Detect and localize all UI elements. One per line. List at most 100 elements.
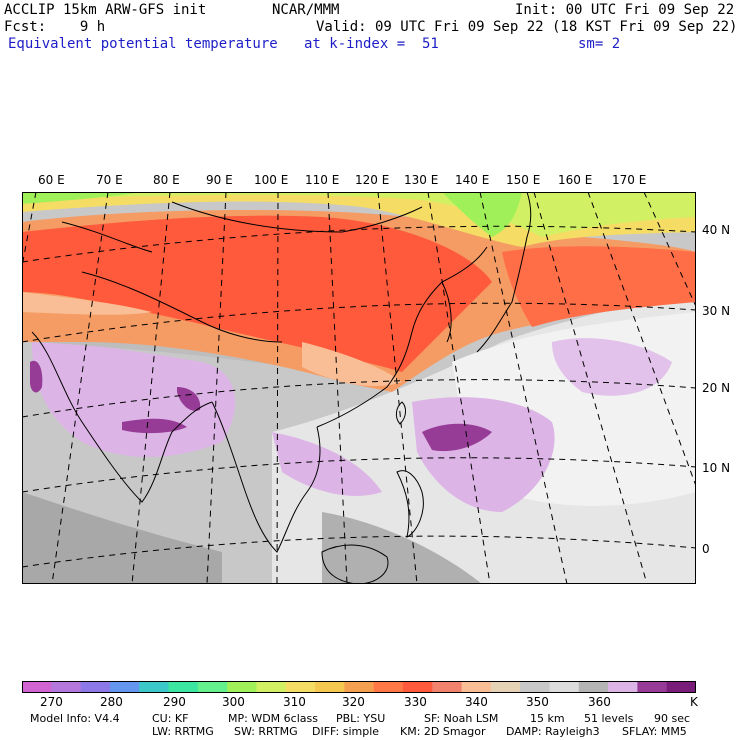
lon-label-80e: 80 E: [153, 173, 180, 187]
colorbar-label-330: 330: [404, 695, 427, 709]
field-name: Equivalent potential temperature: [8, 36, 278, 52]
colorbar-label-360: 360: [588, 695, 611, 709]
colorbar-label-320: 320: [342, 695, 365, 709]
lon-line-150e: [533, 192, 648, 584]
sw-scheme: SW: RRTMG: [234, 725, 298, 738]
lon-label-150e: 150 E: [506, 173, 541, 187]
coast-india: [31, 331, 213, 503]
colorbar: [22, 681, 696, 693]
organization-label: NCAR/MMM: [272, 2, 340, 18]
vertical-levels: 51 levels: [584, 712, 634, 725]
mp-scheme: MP: WDM 6class: [228, 712, 318, 725]
colorbar-swatch: [490, 681, 521, 693]
field-red: [22, 215, 492, 372]
diff-option: DIFF: simple: [312, 725, 380, 738]
colorbar-swatch: [109, 681, 140, 693]
colorbar-unit: K: [690, 695, 698, 709]
forecast-hour: Fcst: 9 h: [4, 19, 106, 35]
colorbar-swatch: [315, 681, 345, 693]
colorbar-swatch: [402, 681, 433, 693]
coast-indochina: [211, 401, 321, 553]
sf-scheme: SF: Noah LSM: [424, 712, 499, 725]
lon-label-110e: 110 E: [305, 173, 340, 187]
lon-line-140e: [479, 192, 568, 584]
lon-line-160e: [587, 192, 696, 488]
colorbar-swatch: [51, 681, 82, 693]
lon-label-130e: 130 E: [404, 173, 439, 187]
colorbar-swatch: [666, 681, 696, 693]
lon-label-140e: 140 E: [455, 173, 490, 187]
coastlines: [31, 192, 532, 584]
colorbar-label-290: 290: [163, 695, 186, 709]
colorbar-swatch: [373, 681, 404, 693]
field-peach: [302, 342, 402, 387]
field-purple-arabia: [30, 360, 43, 393]
lon-label-160e: 160 E: [558, 173, 593, 187]
lon-line-60e: [22, 192, 37, 269]
smoothing-label: sm= 2: [578, 36, 621, 52]
map-frame: [22, 192, 696, 584]
field-dark-patches-2: [322, 512, 482, 584]
colorbar-label-270: 270: [40, 695, 63, 709]
field-green: [22, 192, 696, 237]
colorbar-swatch: [256, 681, 287, 693]
lw-scheme: LW: RRTMG: [152, 725, 214, 738]
model-info: Model Info: V4.4: [30, 712, 120, 725]
colorbar-label-300: 300: [222, 695, 245, 709]
theta-e-map: [22, 192, 696, 584]
level-label: at k-index = 51: [304, 36, 439, 52]
colorbar-swatch: [139, 681, 170, 693]
lat-label-10n: 10 N: [702, 461, 731, 475]
colorbar-swatch: [549, 681, 580, 693]
sflay-option: SFLAY: MM5: [622, 725, 687, 738]
lon-line-170e: [643, 192, 696, 308]
colorbar-swatch: [578, 681, 609, 693]
colorbar-label-350: 350: [526, 695, 549, 709]
lon-label-120e: 120 E: [355, 173, 390, 187]
lat-label-20n: 20 N: [702, 381, 731, 395]
colorbar-swatch: [637, 681, 668, 693]
km-option: KM: 2D Smagor: [400, 725, 486, 738]
coast-borneo: [321, 544, 389, 584]
colorbar-swatch: [520, 681, 550, 693]
init-time: Init: 00 UTC Fri 09 Sep 22: [515, 2, 735, 18]
coast-philippines: [396, 470, 424, 538]
lon-label-70e: 70 E: [96, 173, 123, 187]
field-peach-2: [22, 292, 152, 315]
field-green-west: [22, 192, 142, 204]
colorbar-swatch: [344, 681, 375, 693]
coast-china: [316, 246, 488, 428]
lon-label-60e: 60 E: [38, 173, 65, 187]
colorbar-swatch: [285, 681, 316, 693]
pbl-scheme: PBL: YSU: [336, 712, 386, 725]
colorbar-swatch: [461, 681, 492, 693]
model-title: ACCLIP 15km ARW-GFS init: [4, 2, 207, 18]
colorbar-swatch: [80, 681, 111, 693]
border-china-west: [81, 271, 283, 343]
lat-label-0: 0: [702, 542, 710, 556]
colorbar-label-280: 280: [100, 695, 123, 709]
coast-korea: [441, 281, 452, 343]
lon-label-170e: 170 E: [612, 173, 647, 187]
colorbar-swatch: [227, 681, 257, 693]
cu-scheme: CU: KF: [152, 712, 189, 725]
field-purple-wpac: [422, 423, 492, 452]
time-step: 90 sec: [654, 712, 691, 725]
lat-label-40n: 40 N: [702, 223, 731, 237]
colorbar-label-340: 340: [465, 695, 488, 709]
damp-option: DAMP: Rayleigh3: [506, 725, 600, 738]
lat-label-30n: 30 N: [702, 304, 731, 318]
field-lavender-scs: [272, 432, 382, 496]
field-purple-burma: [177, 387, 201, 411]
field-purple-bengal: [122, 418, 187, 434]
coast-japan: [476, 192, 532, 353]
colorbar-swatch: [432, 681, 463, 693]
coast-taiwan: [395, 401, 406, 425]
lon-label-90e: 90 E: [206, 173, 233, 187]
colorbar-label-310: 310: [283, 695, 306, 709]
border-mongolia: [171, 201, 423, 233]
colorbar-swatch: [608, 681, 638, 693]
colorbar-frame: [22, 681, 696, 693]
field-green-mongolia: [442, 192, 522, 237]
colorbar-swatch: [22, 681, 52, 693]
